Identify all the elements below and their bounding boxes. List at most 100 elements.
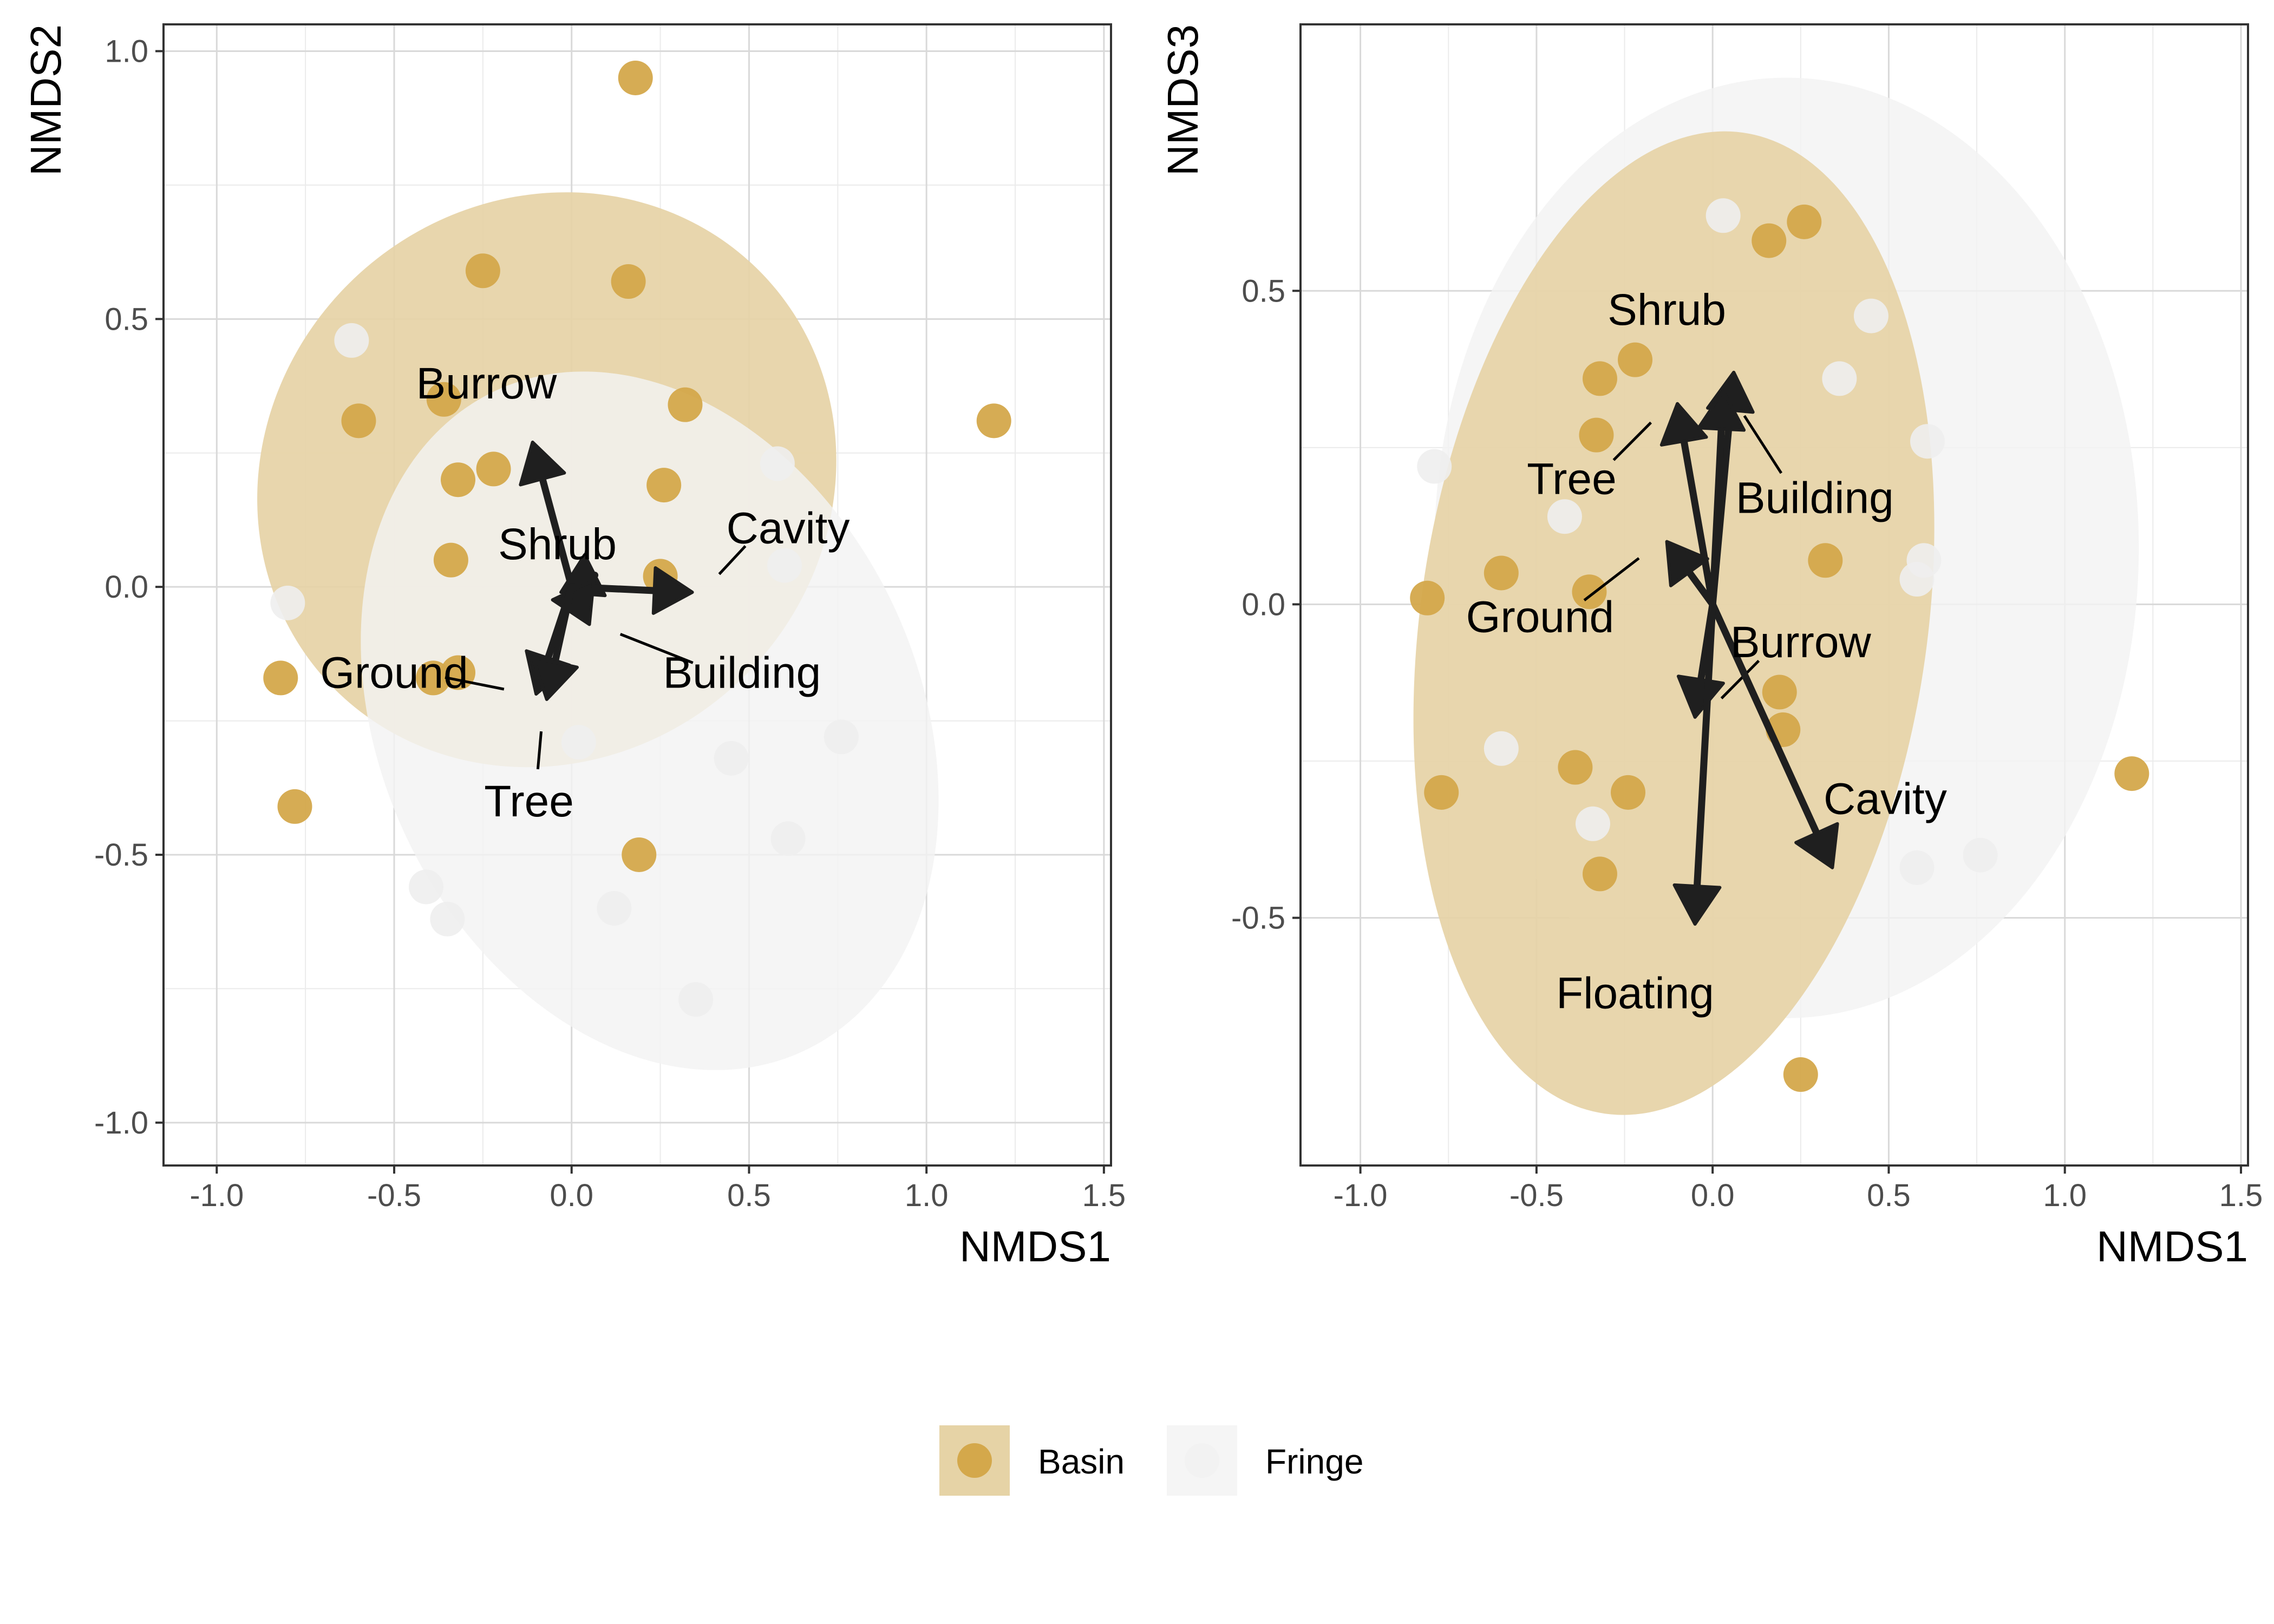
y-tick-label: -0.5 xyxy=(94,837,148,873)
point-basin xyxy=(618,60,653,95)
point-basin xyxy=(2114,756,2149,791)
arrow-leader-ground xyxy=(1583,557,1640,601)
arrow-label-shrub: Shrub xyxy=(1608,285,1726,335)
arrow-leader-tree xyxy=(536,731,543,770)
x-tick-label: 0.5 xyxy=(1867,1178,1911,1213)
point-fringe xyxy=(678,982,714,1017)
y-axis-title: NMDS3 xyxy=(1159,24,1207,176)
arrow-head-cavity xyxy=(651,566,694,615)
point-fringe xyxy=(1575,806,1610,841)
point-fringe xyxy=(760,446,795,481)
arrow-leader-cavity xyxy=(718,545,747,575)
legend-label-fringe: Fringe xyxy=(1265,1442,1363,1481)
arrow-leader-burrow xyxy=(1720,659,1760,699)
y-tick-label: 1.0 xyxy=(104,34,148,69)
arrow-label-ground: Ground xyxy=(320,649,468,698)
point-fringe xyxy=(1899,850,1935,885)
point-fringe xyxy=(1547,499,1582,534)
legend-point-fringe xyxy=(1185,1443,1219,1478)
y-tick-label: 0.0 xyxy=(1241,587,1285,622)
point-basin xyxy=(646,468,682,503)
point-basin xyxy=(1410,580,1445,615)
y-tick-label: 0.5 xyxy=(104,302,148,337)
y-tick-label: -1.0 xyxy=(94,1105,148,1141)
arrow-shaft-ground xyxy=(1685,568,1716,608)
arrow-shaft-cavity xyxy=(1709,600,1820,837)
arrow-head-cavity xyxy=(1794,822,1839,869)
point-basin xyxy=(426,382,461,417)
y-tick-label: 0.5 xyxy=(1241,273,1285,309)
arrow-head-burrow xyxy=(519,440,566,487)
point-fringe xyxy=(824,719,859,755)
point-basin xyxy=(433,542,468,578)
arrow-label-floating: Floating xyxy=(1556,968,1714,1018)
point-basin xyxy=(341,403,376,438)
point-fringe xyxy=(561,725,596,760)
point-basin xyxy=(1582,856,1617,892)
point-fringe xyxy=(1963,837,1998,873)
x-tick-label: 0.5 xyxy=(727,1178,771,1213)
legend-label-basin: Basin xyxy=(1038,1442,1125,1481)
arrow-label-building: Building xyxy=(663,649,821,698)
arrow-leader-building xyxy=(619,633,694,664)
y-axis-title: NMDS2 xyxy=(22,24,70,176)
panel-left: Burrow Shrub Cavity Building Ground Tree -1.0 -… xyxy=(22,23,1126,1271)
arrow-leader-tree xyxy=(1612,421,1652,461)
arrow-head-floating xyxy=(1672,883,1722,926)
point-basin xyxy=(976,403,1011,438)
arrow-label-tree: Tree xyxy=(484,777,574,826)
ellipse-fringe xyxy=(361,371,939,1070)
arrow-label-ground: Ground xyxy=(1466,593,1615,642)
x-tick-label: 1.5 xyxy=(2219,1178,2263,1213)
point-basin xyxy=(1424,775,1459,810)
arrow-head-ground xyxy=(1665,540,1709,587)
arrow-shaft-floating xyxy=(1693,600,1716,890)
point-basin xyxy=(263,660,298,696)
point-fringe xyxy=(409,869,444,905)
point-fringe xyxy=(597,890,632,926)
point-fringe xyxy=(334,323,369,358)
x-tick-label: 0.0 xyxy=(1691,1178,1735,1213)
point-basin xyxy=(622,837,657,872)
point-fringe xyxy=(1853,298,1889,333)
panel-right: Shrub Tree Building Ground Burrow Cavity Float… xyxy=(1159,23,2263,1271)
point-basin xyxy=(1787,204,1822,239)
point-fringe xyxy=(430,901,465,937)
point-basin xyxy=(1558,750,1593,785)
x-tick-label: 1.5 xyxy=(1082,1178,1126,1213)
point-basin xyxy=(1762,675,1797,710)
x-tick-label: -1.0 xyxy=(1334,1178,1388,1213)
arrow-head-tree xyxy=(531,656,579,701)
x-tick-label: 1.0 xyxy=(905,1178,949,1213)
arrow-label-burrow: Burrow xyxy=(1730,618,1872,667)
arrow-head-building xyxy=(1697,389,1746,432)
arrow-label-cavity: Cavity xyxy=(1824,774,1947,823)
x-tick-label: -1.0 xyxy=(190,1178,244,1213)
legend: Basin Fringe xyxy=(939,1425,1363,1496)
point-fringe xyxy=(767,548,802,583)
panel-border xyxy=(162,23,1112,1167)
point-fringe xyxy=(1706,198,1741,233)
point-basin xyxy=(465,253,500,289)
arrow-leader-building xyxy=(1743,415,1783,474)
point-fringe xyxy=(770,821,806,856)
point-basin xyxy=(1484,555,1519,591)
legend-point-basin xyxy=(957,1443,992,1478)
arrow-shaft-tree xyxy=(551,583,576,666)
y-tick-label: 0.0 xyxy=(104,569,148,605)
point-basin xyxy=(476,451,511,487)
arrow-shaft-building xyxy=(1709,425,1725,608)
point-fringe xyxy=(1910,424,1945,459)
point-basin xyxy=(1752,223,1787,258)
point-basin xyxy=(441,462,476,497)
point-fringe xyxy=(1484,731,1519,766)
x-tick-label: 1.0 xyxy=(2043,1178,2087,1213)
arrow-leader-ground xyxy=(445,676,505,691)
arrow-label-building: Building xyxy=(1736,473,1894,522)
x-axis-title: NMDS1 xyxy=(959,1222,1111,1271)
point-basin xyxy=(1783,1057,1818,1092)
x-tick-label: -0.5 xyxy=(1510,1178,1564,1213)
x-axis-title: NMDS1 xyxy=(2096,1222,2248,1271)
point-basin xyxy=(1572,574,1607,610)
